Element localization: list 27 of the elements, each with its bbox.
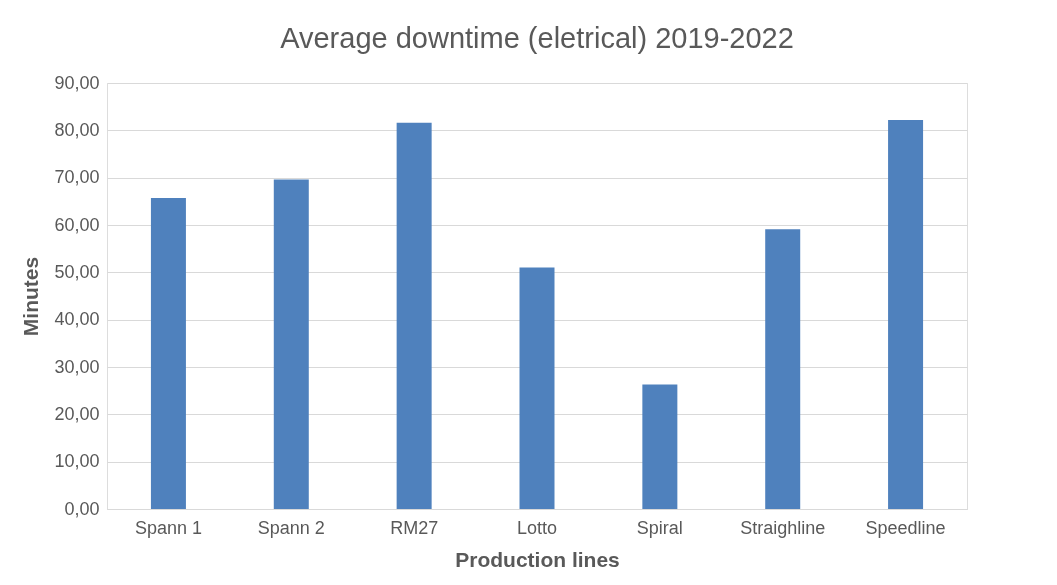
- x-tick-label: Spiral: [636, 517, 683, 538]
- chart-title: Average downtime (eletrical) 2019-2022: [280, 22, 794, 54]
- y-tick-label: 0,00: [64, 498, 100, 519]
- x-tick-label: Spann 1: [134, 517, 202, 538]
- y-axis-title: Minutes: [19, 256, 43, 337]
- y-tick-label: 40,00: [54, 309, 100, 330]
- x-tick-label: Speedline: [865, 517, 946, 538]
- y-tick-label: 50,00: [54, 261, 100, 282]
- y-tick-label: 80,00: [54, 119, 100, 140]
- y-tick-label: 70,00: [54, 167, 100, 188]
- bar: [888, 119, 924, 509]
- x-tick-label: Straighline: [740, 517, 826, 538]
- bar: [396, 122, 432, 509]
- bar: [765, 229, 801, 509]
- y-tick-label: 60,00: [54, 214, 100, 235]
- x-axis-title: Production lines: [455, 547, 620, 571]
- x-tick-label: RM27: [390, 517, 439, 538]
- bar: [273, 179, 309, 509]
- y-tick-label: 30,00: [54, 356, 100, 377]
- bar: [519, 267, 555, 509]
- y-tick-label: 10,00: [54, 451, 100, 472]
- x-tick-label: Lotto: [516, 517, 558, 538]
- bar: [642, 384, 678, 509]
- y-tick-label: 90,00: [54, 72, 100, 93]
- bar: [150, 198, 186, 509]
- x-tick-label: Spann 2: [257, 517, 325, 538]
- y-tick-label: 20,00: [54, 403, 100, 424]
